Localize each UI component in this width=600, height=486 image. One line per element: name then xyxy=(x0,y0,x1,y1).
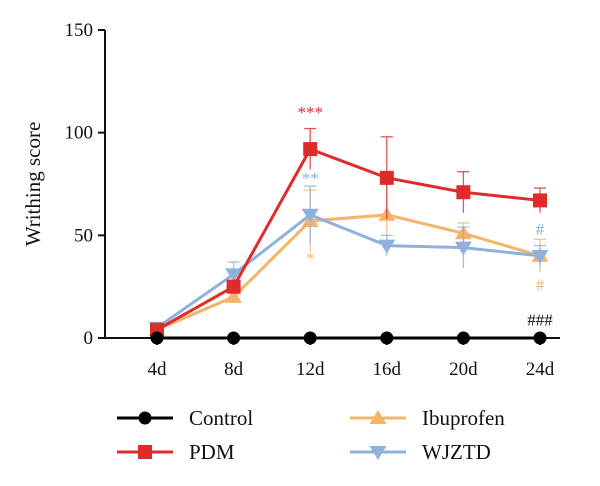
series-line-wjztd xyxy=(156,213,541,329)
point-pdm xyxy=(379,170,394,185)
series-wjztd xyxy=(148,185,549,336)
series-ibuprofen xyxy=(148,181,549,336)
point-wjztd xyxy=(378,239,396,254)
significance-marker: * xyxy=(306,249,315,268)
point-pdm xyxy=(226,279,241,294)
point-ibuprofen xyxy=(225,288,243,303)
series-line-pdm xyxy=(156,147,541,332)
significance-marker: ** xyxy=(302,169,319,188)
series-pdm xyxy=(150,127,547,337)
x-tick-label: 8d xyxy=(224,359,244,380)
x-tick-label: 24d xyxy=(526,359,555,380)
x-tick-label: 12d xyxy=(296,359,325,380)
legend-label-pdm: PDM xyxy=(189,440,235,464)
point-control xyxy=(150,331,164,345)
legend-marker-ibuprofen xyxy=(369,410,387,424)
point-control xyxy=(227,331,241,345)
legend-label-wjztd: WJZTD xyxy=(422,440,491,464)
point-wjztd xyxy=(454,241,472,256)
point-wjztd xyxy=(301,208,319,223)
legend-item-pdm: PDM xyxy=(117,440,235,464)
y-tick-label: 100 xyxy=(65,123,94,144)
legend-marker-control xyxy=(138,411,152,425)
point-pdm xyxy=(456,185,471,200)
point-control xyxy=(533,331,547,345)
point-control xyxy=(380,331,394,345)
significance-marker: *** xyxy=(297,103,323,122)
legend-marker-wjztd xyxy=(369,446,387,460)
legend-marker-pdm xyxy=(138,445,152,459)
significance-marker: # xyxy=(536,220,545,239)
legend-item-control: Control xyxy=(117,406,253,430)
x-tick-label: 16d xyxy=(373,359,402,380)
x-tick-label: 4d xyxy=(148,359,168,380)
legend-item-ibuprofen: Ibuprofen xyxy=(350,406,505,430)
series-line-ibuprofen xyxy=(156,213,541,332)
legend-label-ibuprofen: Ibuprofen xyxy=(422,406,505,430)
point-pdm xyxy=(303,142,318,157)
annotation-layer: ******##### xyxy=(297,103,553,329)
point-control xyxy=(456,331,470,345)
y-tick-label: 50 xyxy=(74,225,93,246)
point-control xyxy=(303,331,317,345)
point-wjztd xyxy=(531,249,549,264)
y-axis-title: Writhing score xyxy=(21,122,45,247)
significance-marker: ### xyxy=(527,311,553,330)
point-pdm xyxy=(533,193,547,208)
series-control xyxy=(150,331,547,345)
point-wjztd xyxy=(225,268,243,283)
axes: 0 50 100 150 4d 8d 12d 16d 20d 24d Writhing score xyxy=(21,20,560,380)
significance-marker: # xyxy=(536,276,545,295)
legend: Control PDM Ibuprofen WJZTD xyxy=(117,406,505,464)
y-tick-label: 150 xyxy=(65,20,94,41)
y-tick-label: 0 xyxy=(84,328,94,349)
series-layer xyxy=(148,127,549,345)
legend-item-wjztd: WJZTD xyxy=(350,440,491,464)
x-tick-label: 20d xyxy=(449,359,478,380)
legend-label-control: Control xyxy=(189,406,253,430)
